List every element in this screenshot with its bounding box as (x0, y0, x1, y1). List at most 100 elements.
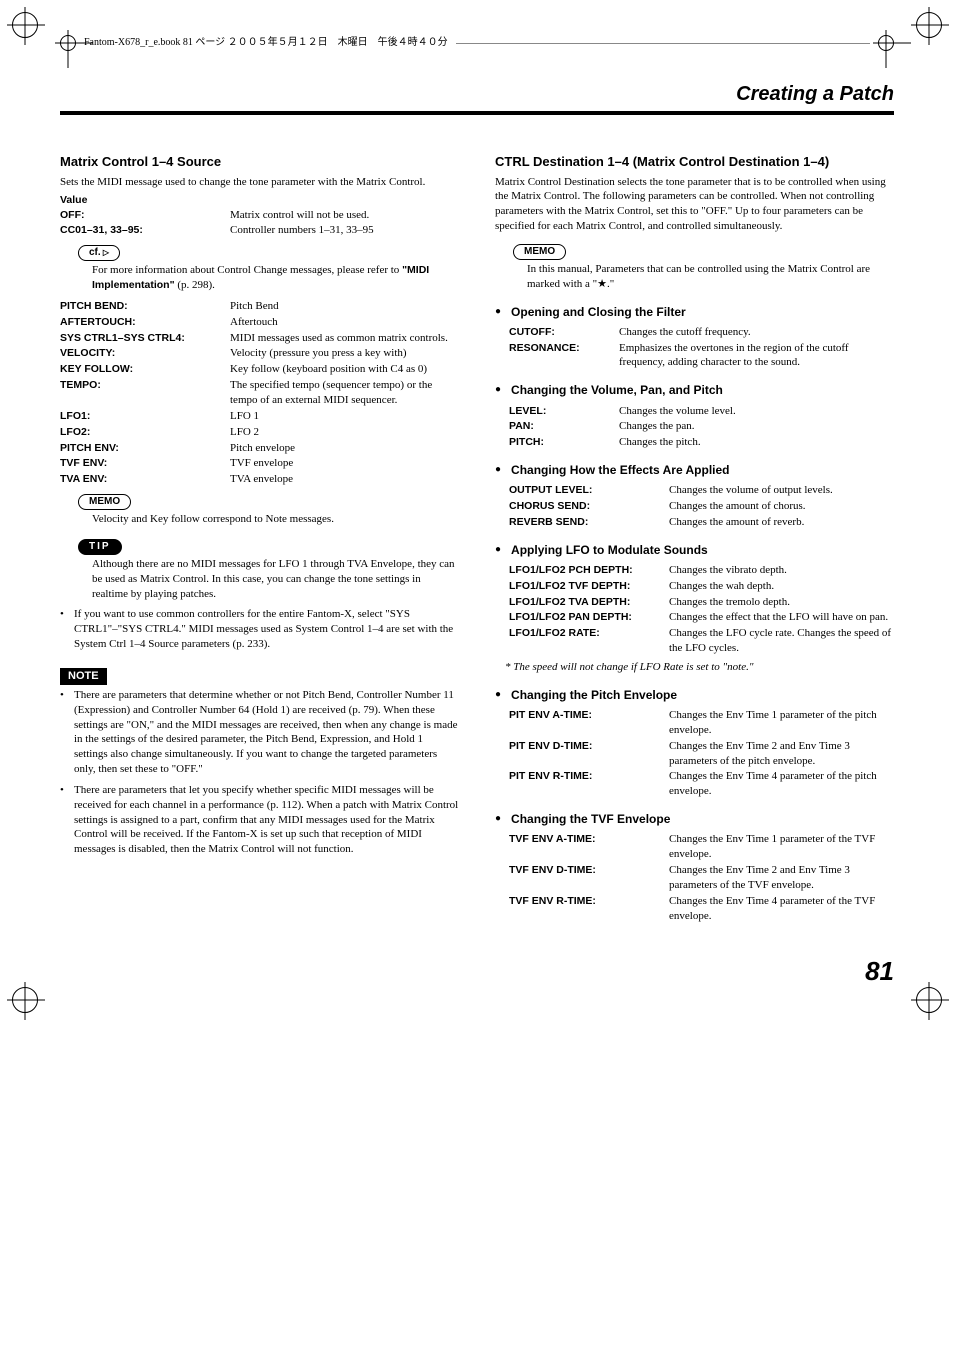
definition-key: TVF ENV R-TIME: (509, 894, 669, 924)
reg-mark-inline-icon (60, 35, 76, 51)
definition-value: Pitch Bend (230, 299, 459, 314)
definition-key: OFF: (60, 208, 230, 223)
definition-key: PIT ENV R-TIME: (509, 769, 669, 799)
definition-value: Changes the Env Time 2 and Env Time 3 pa… (669, 863, 894, 893)
right-intro: Matrix Control Destination selects the t… (495, 175, 894, 234)
right-memo-text: In this manual, Parameters that can be c… (527, 262, 894, 292)
definition-row: LFO1/LFO2 PAN DEPTH:Changes the effect t… (509, 610, 894, 625)
definition-key: TVF ENV A-TIME: (509, 832, 669, 862)
definition-row: TVF ENV:TVF envelope (60, 456, 459, 471)
cf-text-a: For more information about Control Chang… (92, 264, 402, 276)
tip-bullet: If you want to use common controllers fo… (60, 607, 459, 652)
left-column: Matrix Control 1–4 Source Sets the MIDI … (60, 143, 459, 924)
definition-key: CUTOFF: (509, 325, 619, 340)
cf-text: For more information about Control Chang… (92, 263, 459, 293)
definition-key: PIT ENV A-TIME: (509, 708, 669, 738)
definition-value: Pitch envelope (230, 441, 459, 456)
definition-row: OUTPUT LEVEL:Changes the volume of outpu… (509, 483, 894, 498)
subsection-title: Changing How the Effects Are Applied (511, 462, 729, 478)
definition-key: RESONANCE: (509, 341, 619, 371)
definition-row: PIT ENV A-TIME:Changes the Env Time 1 pa… (509, 708, 894, 738)
definition-key: KEY FOLLOW: (60, 362, 230, 377)
definition-key: LFO1/LFO2 RATE: (509, 626, 669, 656)
definition-key: OUTPUT LEVEL: (509, 483, 669, 498)
definition-row: LFO1/LFO2 TVF DEPTH:Changes the wah dept… (509, 579, 894, 594)
definition-value: Changes the wah depth. (669, 579, 894, 594)
definition-row: CUTOFF:Changes the cutoff frequency. (509, 325, 894, 340)
definition-row: PIT ENV D-TIME:Changes the Env Time 2 an… (509, 739, 894, 769)
print-header-text: Fantom-X678_r_e.book 81 ページ ２００５年５月１２日 木… (84, 36, 448, 50)
definition-row: LEVEL:Changes the volume level. (509, 404, 894, 419)
definition-value: Emphasizes the overtones in the region o… (619, 341, 894, 371)
definition-value: Changes the Env Time 4 parameter of the … (669, 769, 894, 799)
definition-value: Key follow (keyboard position with C4 as… (230, 362, 459, 377)
subsection-heading: Changing the Volume, Pan, and Pitch (495, 382, 894, 398)
right-heading: CTRL Destination 1–4 (Matrix Control Des… (495, 153, 894, 171)
definition-key: LEVEL: (509, 404, 619, 419)
definition-row: LFO1:LFO 1 (60, 409, 459, 424)
definition-row: VELOCITY:Velocity (pressure you press a … (60, 346, 459, 361)
definition-key: TEMPO: (60, 378, 230, 408)
footnote: * The speed will not change if LFO Rate … (505, 660, 894, 675)
subsection-heading: Changing the Pitch Envelope (495, 687, 894, 703)
definition-row: LFO2:LFO 2 (60, 425, 459, 440)
reg-mark-inline-icon (878, 35, 894, 51)
definition-value: Changes the amount of reverb. (669, 515, 894, 530)
subsection-heading: Changing the TVF Envelope (495, 811, 894, 827)
memo-icon: MEMO (513, 244, 566, 260)
definition-row: TVF ENV R-TIME:Changes the Env Time 4 pa… (509, 894, 894, 924)
memo-icon: MEMO (78, 494, 131, 510)
value-label: Value (60, 193, 459, 207)
definition-row: KEY FOLLOW:Key follow (keyboard position… (60, 362, 459, 377)
reg-mark-bl (12, 987, 38, 1018)
definition-value: Matrix control will not be used. (230, 208, 459, 223)
definition-key: AFTERTOUCH: (60, 315, 230, 330)
definition-value: LFO 1 (230, 409, 459, 424)
tip-text: Although there are no MIDI messages for … (92, 557, 459, 602)
definition-value: Changes the Env Time 1 parameter of the … (669, 832, 894, 862)
memo-text: Velocity and Key follow correspond to No… (92, 512, 459, 527)
definition-row: PITCH ENV:Pitch envelope (60, 441, 459, 456)
definition-key: PAN: (509, 419, 619, 434)
definition-row: PAN:Changes the pan. (509, 419, 894, 434)
tip-icon: TIP (78, 539, 122, 555)
definition-value: Changes the volume level. (619, 404, 894, 419)
definition-value: The specified tempo (sequencer tempo) or… (230, 378, 459, 408)
definition-row: REVERB SEND:Changes the amount of reverb… (509, 515, 894, 530)
definition-row: TVF ENV D-TIME:Changes the Env Time 2 an… (509, 863, 894, 893)
subsection-heading: Applying LFO to Modulate Sounds (495, 542, 894, 558)
definition-key: SYS CTRL1–SYS CTRL4: (60, 331, 230, 346)
definition-row: LFO1/LFO2 RATE:Changes the LFO cycle rat… (509, 626, 894, 656)
definition-row: AFTERTOUCH:Aftertouch (60, 315, 459, 330)
definition-value: Changes the pitch. (619, 435, 894, 450)
definition-row: RESONANCE:Emphasizes the overtones in th… (509, 341, 894, 371)
definition-key: REVERB SEND: (509, 515, 669, 530)
definition-key: LFO1/LFO2 PCH DEPTH: (509, 563, 669, 578)
definition-key: PIT ENV D-TIME: (509, 739, 669, 769)
definition-key: PITCH: (509, 435, 619, 450)
definition-value: MIDI messages used as common matrix cont… (230, 331, 459, 346)
definition-row: LFO1/LFO2 TVA DEPTH:Changes the tremolo … (509, 595, 894, 610)
definition-value: Changes the Env Time 1 parameter of the … (669, 708, 894, 738)
subsection-title: Changing the TVF Envelope (511, 811, 670, 827)
definition-value: Changes the Env Time 4 parameter of the … (669, 894, 894, 924)
definition-row: CHORUS SEND:Changes the amount of chorus… (509, 499, 894, 514)
definition-key: TVF ENV: (60, 456, 230, 471)
cf-icon: cf. (78, 245, 120, 261)
reg-mark-br (916, 987, 942, 1018)
right-column: CTRL Destination 1–4 (Matrix Control Des… (495, 143, 894, 924)
subsection-title: Opening and Closing the Filter (511, 304, 686, 320)
definition-row: OFF:Matrix control will not be used. (60, 208, 459, 223)
definition-key: LFO1: (60, 409, 230, 424)
subsection-title: Changing the Pitch Envelope (511, 687, 677, 703)
subsection-heading: Changing How the Effects Are Applied (495, 462, 894, 478)
definition-key: PITCH ENV: (60, 441, 230, 456)
definition-value: Changes the Env Time 2 and Env Time 3 pa… (669, 739, 894, 769)
definition-key: LFO1/LFO2 PAN DEPTH: (509, 610, 669, 625)
reg-mark-tr (916, 12, 942, 43)
note-bullet: There are parameters that determine whet… (60, 688, 459, 777)
definition-key: TVF ENV D-TIME: (509, 863, 669, 893)
definition-value: LFO 2 (230, 425, 459, 440)
definition-value: Changes the volume of output levels. (669, 483, 894, 498)
left-intro: Sets the MIDI message used to change the… (60, 175, 459, 190)
